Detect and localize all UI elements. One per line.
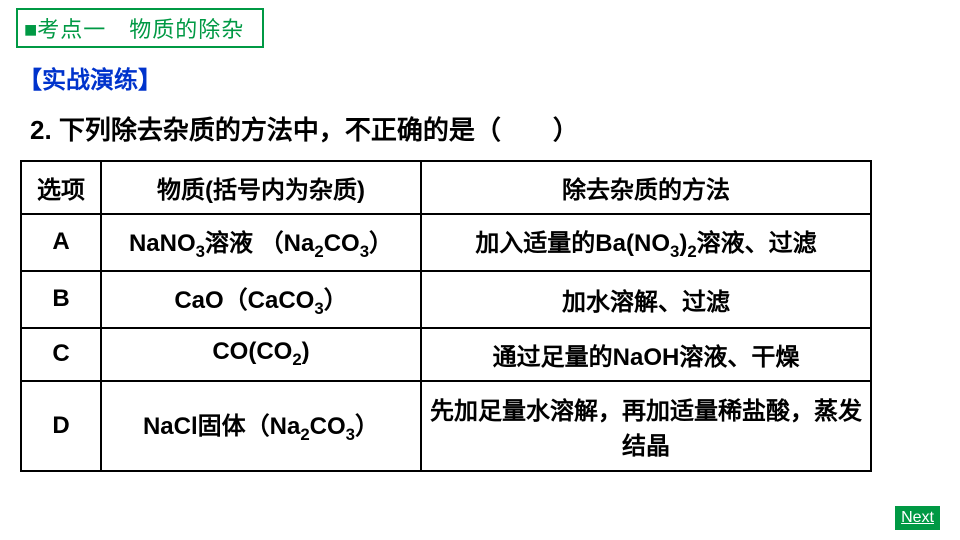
options-table: 选项 物质(括号内为杂质) 除去杂质的方法 A NaNO3溶液 （Na2CO3）… bbox=[20, 160, 872, 472]
cell-option: C bbox=[21, 328, 101, 381]
topic-text: 考点一 物质的除杂 bbox=[37, 17, 244, 42]
cell-substance: CaO（CaCO3） bbox=[101, 271, 421, 328]
cell-method: 先加足量水溶解，再加适量稀盐酸，蒸发结晶 bbox=[421, 381, 871, 471]
next-button[interactable]: Next bbox=[895, 506, 940, 530]
table-row: D NaCl固体（Na2CO3） 先加足量水溶解，再加适量稀盐酸，蒸发结晶 bbox=[21, 381, 871, 471]
cell-method: 通过足量的NaOH溶液、干燥 bbox=[421, 328, 871, 381]
table-header-row: 选项 物质(括号内为杂质) 除去杂质的方法 bbox=[21, 161, 871, 214]
cell-method: 加入适量的Ba(NO3)2溶液、过滤 bbox=[421, 214, 871, 271]
col-header-option: 选项 bbox=[21, 161, 101, 214]
table-row: C CO(CO2) 通过足量的NaOH溶液、干燥 bbox=[21, 328, 871, 381]
topic-box: ■考点一 物质的除杂 bbox=[16, 8, 264, 48]
table-row: B CaO（CaCO3） 加水溶解、过滤 bbox=[21, 271, 871, 328]
cell-substance: CO(CO2) bbox=[101, 328, 421, 381]
question-text: 2. 下列除去杂质的方法中，不正确的是（ ） bbox=[30, 110, 579, 147]
col-header-method: 除去杂质的方法 bbox=[421, 161, 871, 214]
topic-square-icon: ■ bbox=[24, 17, 37, 42]
table-row: A NaNO3溶液 （Na2CO3） 加入适量的Ba(NO3)2溶液、过滤 bbox=[21, 214, 871, 271]
cell-method: 加水溶解、过滤 bbox=[421, 271, 871, 328]
col-header-substance: 物质(括号内为杂质) bbox=[101, 161, 421, 214]
cell-substance: NaNO3溶液 （Na2CO3） bbox=[101, 214, 421, 271]
cell-substance: NaCl固体（Na2CO3） bbox=[101, 381, 421, 471]
cell-option: B bbox=[21, 271, 101, 328]
practice-label: 【实战演练】 bbox=[18, 60, 162, 95]
cell-option: A bbox=[21, 214, 101, 271]
cell-option: D bbox=[21, 381, 101, 471]
